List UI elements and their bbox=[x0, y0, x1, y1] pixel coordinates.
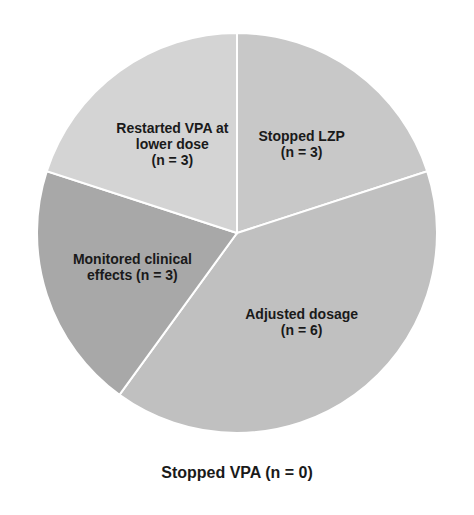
html-text:Stopped VPA (n = 0): Stopped VPA (n = 0) bbox=[161, 464, 313, 481]
svg-text:Stopped LZP(n = 3): Stopped LZP(n = 3) bbox=[258, 128, 344, 160]
svg-text:Monitored clinicaleffects (n =: Monitored clinicaleffects (n = 3) bbox=[73, 251, 192, 283]
svg-text:Adjusted dosage(n = 6): Adjusted dosage(n = 6) bbox=[245, 306, 358, 338]
svg-text:Restarted VPA atlower dose(n =: Restarted VPA atlower dose(n = 3) bbox=[116, 120, 228, 168]
